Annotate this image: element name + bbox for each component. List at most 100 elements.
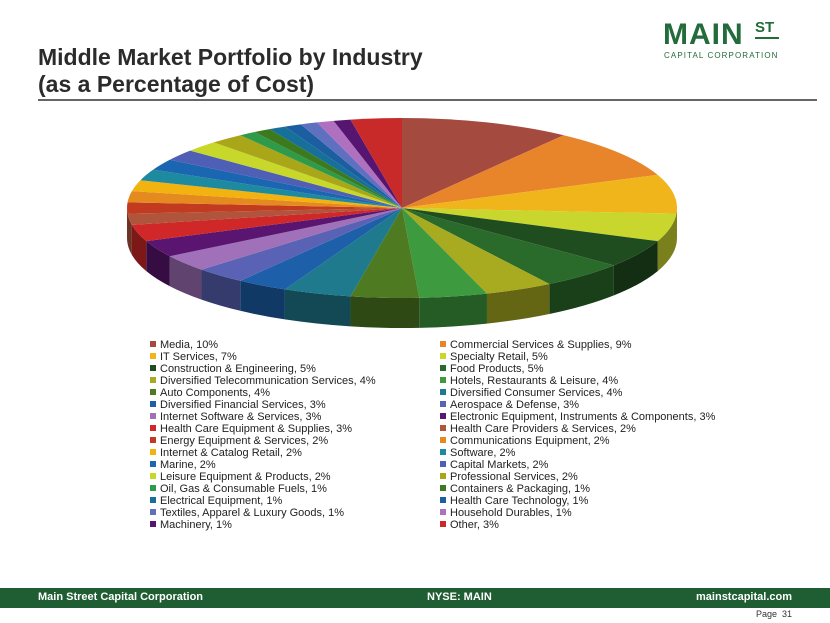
legend-label: Other, 3%: [450, 519, 499, 531]
legend-item: Other, 3%: [440, 519, 499, 531]
logo-wordmark: MAIN: [663, 18, 744, 51]
pie-slice-side-6: [486, 283, 550, 324]
pie-slice-side-13: [146, 241, 170, 287]
pie-slice-2: [402, 174, 677, 214]
pie-slice-6: [402, 208, 550, 294]
legend-swatch: [150, 413, 156, 419]
footer-ticker: NYSE: MAIN: [427, 591, 492, 603]
legend-label: Specialty Retail, 5%: [450, 351, 548, 363]
legend-label: Internet Software & Services, 3%: [160, 411, 322, 423]
pie-slice-side-12: [169, 256, 202, 300]
legend-item: Household Durables, 1%: [440, 507, 572, 519]
pie-slice-side-3: [657, 213, 677, 272]
legend-swatch: [440, 473, 446, 479]
pie-slice-4: [402, 208, 658, 266]
pie-slice-16: [126, 202, 402, 214]
legend-item: Media, 10%: [150, 339, 218, 351]
pie-slice-11: [201, 208, 402, 281]
legend-swatch: [150, 521, 156, 527]
legend-label: Machinery, 1%: [160, 519, 232, 531]
footer-website[interactable]: mainstcapital.com: [696, 591, 792, 603]
legend-label: Capital Markets, 2%: [450, 459, 549, 471]
pie-slice-19: [140, 169, 402, 208]
legend-item: Electronic Equipment, Instruments & Comp…: [440, 411, 715, 423]
footer-bar: Main Street Capital Corporation NYSE: MA…: [0, 588, 830, 608]
legend-item: Professional Services, 2%: [440, 471, 578, 483]
legend-swatch: [440, 437, 446, 443]
pie-slice-side-4: [613, 241, 658, 296]
legend-swatch: [150, 461, 156, 467]
legend-item: Construction & Engineering, 5%: [150, 363, 316, 375]
pie-slice-27: [284, 124, 402, 208]
legend-label: Containers & Packaging, 1%: [450, 483, 591, 495]
legend-swatch: [150, 497, 156, 503]
legend-label: Diversified Telecommunication Services, …: [160, 375, 376, 387]
legend-label: Software, 2%: [450, 447, 516, 459]
legend-swatch: [440, 341, 446, 347]
pie-slice-8: [350, 208, 420, 298]
page-label: Page: [755, 609, 777, 619]
page-number: Page 31: [756, 609, 792, 619]
title-line-2: (as a Percentage of Cost): [38, 71, 315, 97]
pie-slice-side-16: [127, 208, 128, 244]
legend-swatch: [440, 461, 446, 467]
pie-slice-21: [169, 150, 402, 208]
legend-swatch: [440, 485, 446, 491]
pie-slice-1: [402, 135, 658, 208]
legend-label: Internet & Catalog Retail, 2%: [160, 447, 302, 459]
legend-item: Specialty Retail, 5%: [440, 351, 548, 363]
legend-label: Household Durables, 1%: [450, 507, 572, 519]
pie-slice-0: [402, 118, 564, 208]
legend-label: Hotels, Restaurants & Leisure, 4%: [450, 375, 619, 387]
legend-label: Communications Equipment, 2%: [450, 435, 610, 447]
legend-item: Diversified Consumer Services, 4%: [440, 387, 622, 399]
pie-slice-3: [402, 208, 677, 242]
legend-label: Health Care Technology, 1%: [450, 495, 589, 507]
title-line-1: Middle Market Portfolio by Industry: [38, 44, 423, 70]
pie-slice-side-11: [201, 269, 241, 311]
pie-slice-side-10: [240, 280, 285, 320]
pie-slice-29: [317, 120, 402, 208]
legend-label: Construction & Engineering, 5%: [160, 363, 316, 375]
legend-swatch: [150, 365, 156, 371]
legend-swatch: [150, 341, 156, 347]
legend-swatch: [440, 497, 446, 503]
legend-item: Software, 2%: [440, 447, 515, 459]
pie-slice-31: [350, 118, 402, 208]
legend-item: Containers & Packaging, 1%: [440, 483, 590, 495]
pie-slice-9: [284, 208, 402, 297]
legend-label: Professional Services, 2%: [450, 471, 578, 483]
pie-slice-30: [333, 119, 402, 208]
pie-slice-15: [127, 208, 402, 225]
legend-item: Health Care Equipment & Supplies, 3%: [150, 423, 352, 435]
pie-slice-side-8: [350, 296, 420, 328]
legend-item: Leisure Equipment & Products, 2%: [150, 471, 331, 483]
legend-swatch: [440, 353, 446, 359]
legend-item: Capital Markets, 2%: [440, 459, 548, 471]
legend-swatch: [150, 509, 156, 515]
legend-label: Marine, 2%: [160, 459, 216, 471]
legend-item: Health Care Technology, 1%: [440, 495, 588, 507]
pie-slice-side-14: [131, 224, 147, 272]
legend-swatch: [150, 449, 156, 455]
legend-item: Internet Software & Services, 3%: [150, 411, 321, 423]
logo-underline: [755, 37, 779, 39]
legend-label: Electrical Equipment, 1%: [160, 495, 283, 507]
pie-slice-5: [402, 208, 614, 284]
legend-item: Energy Equipment & Services, 2%: [150, 435, 328, 447]
title-divider: [38, 99, 817, 101]
pie-slice-side-9: [284, 289, 351, 327]
legend-swatch: [440, 521, 446, 527]
legend-label: Health Care Equipment & Supplies, 3%: [160, 423, 352, 435]
legend-item: IT Services, 7%: [150, 351, 237, 363]
legend-item: Electrical Equipment, 1%: [150, 495, 282, 507]
legend-swatch: [440, 449, 446, 455]
pie-chart: [126, 118, 677, 328]
legend-swatch: [150, 485, 156, 491]
pie-slice-side-7: [419, 293, 487, 328]
legend-swatch: [440, 377, 446, 383]
legend-label: Diversified Financial Services, 3%: [160, 399, 326, 411]
page-title: Middle Market Portfolio by Industry (as …: [38, 44, 423, 98]
pie-slice-20: [153, 159, 402, 208]
pie-slice-side-2: [676, 208, 677, 244]
